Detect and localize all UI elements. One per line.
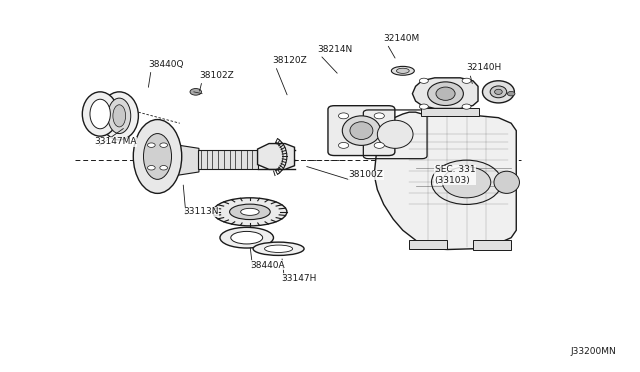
Polygon shape [374,112,516,250]
Ellipse shape [350,122,373,140]
Text: 38100Z: 38100Z [349,170,383,179]
Text: 33147MA: 33147MA [94,137,136,146]
Ellipse shape [339,113,349,119]
Ellipse shape [342,116,381,145]
Ellipse shape [374,113,385,119]
Ellipse shape [213,198,287,226]
Ellipse shape [428,82,463,106]
Polygon shape [257,144,294,169]
Ellipse shape [241,208,259,215]
Ellipse shape [264,245,292,253]
Ellipse shape [374,142,385,148]
Ellipse shape [231,231,262,244]
Polygon shape [157,141,199,179]
Ellipse shape [431,160,502,205]
Ellipse shape [143,134,172,179]
Ellipse shape [148,166,155,170]
Ellipse shape [160,166,168,170]
Polygon shape [420,109,479,116]
Text: 32140H: 32140H [467,63,502,72]
Ellipse shape [419,104,428,109]
Ellipse shape [339,142,349,148]
Ellipse shape [253,242,304,256]
Ellipse shape [148,143,155,147]
FancyBboxPatch shape [328,106,395,155]
Ellipse shape [490,86,507,98]
Ellipse shape [100,92,138,140]
Text: 38214N: 38214N [317,45,352,54]
Bar [198,150,258,169]
Ellipse shape [494,171,520,193]
Ellipse shape [508,92,515,96]
Ellipse shape [133,119,182,193]
Text: 38440A: 38440A [250,261,285,270]
Ellipse shape [419,78,428,83]
Text: SEC. 331
(33103): SEC. 331 (33103) [435,165,476,185]
Ellipse shape [436,87,455,100]
Text: 33113N: 33113N [183,207,218,217]
Ellipse shape [190,89,202,95]
Polygon shape [412,78,478,109]
Ellipse shape [483,81,515,103]
Ellipse shape [160,143,168,147]
Ellipse shape [442,167,491,198]
Text: 38120Z: 38120Z [272,56,307,65]
Text: 32140M: 32140M [384,34,420,43]
Text: 38440Q: 38440Q [148,60,184,69]
Ellipse shape [90,99,110,129]
Ellipse shape [396,68,409,73]
Ellipse shape [392,66,414,75]
Ellipse shape [462,78,471,83]
Ellipse shape [230,204,270,219]
Ellipse shape [113,105,125,127]
Text: 38102Z: 38102Z [199,71,234,80]
Ellipse shape [108,98,131,134]
Ellipse shape [83,92,118,136]
Text: 33147H: 33147H [282,274,317,283]
Polygon shape [409,240,447,249]
Polygon shape [473,240,511,250]
Text: J33200MN: J33200MN [570,347,616,356]
Ellipse shape [462,104,471,109]
Ellipse shape [220,227,273,248]
Ellipse shape [495,89,502,94]
Ellipse shape [378,120,413,148]
